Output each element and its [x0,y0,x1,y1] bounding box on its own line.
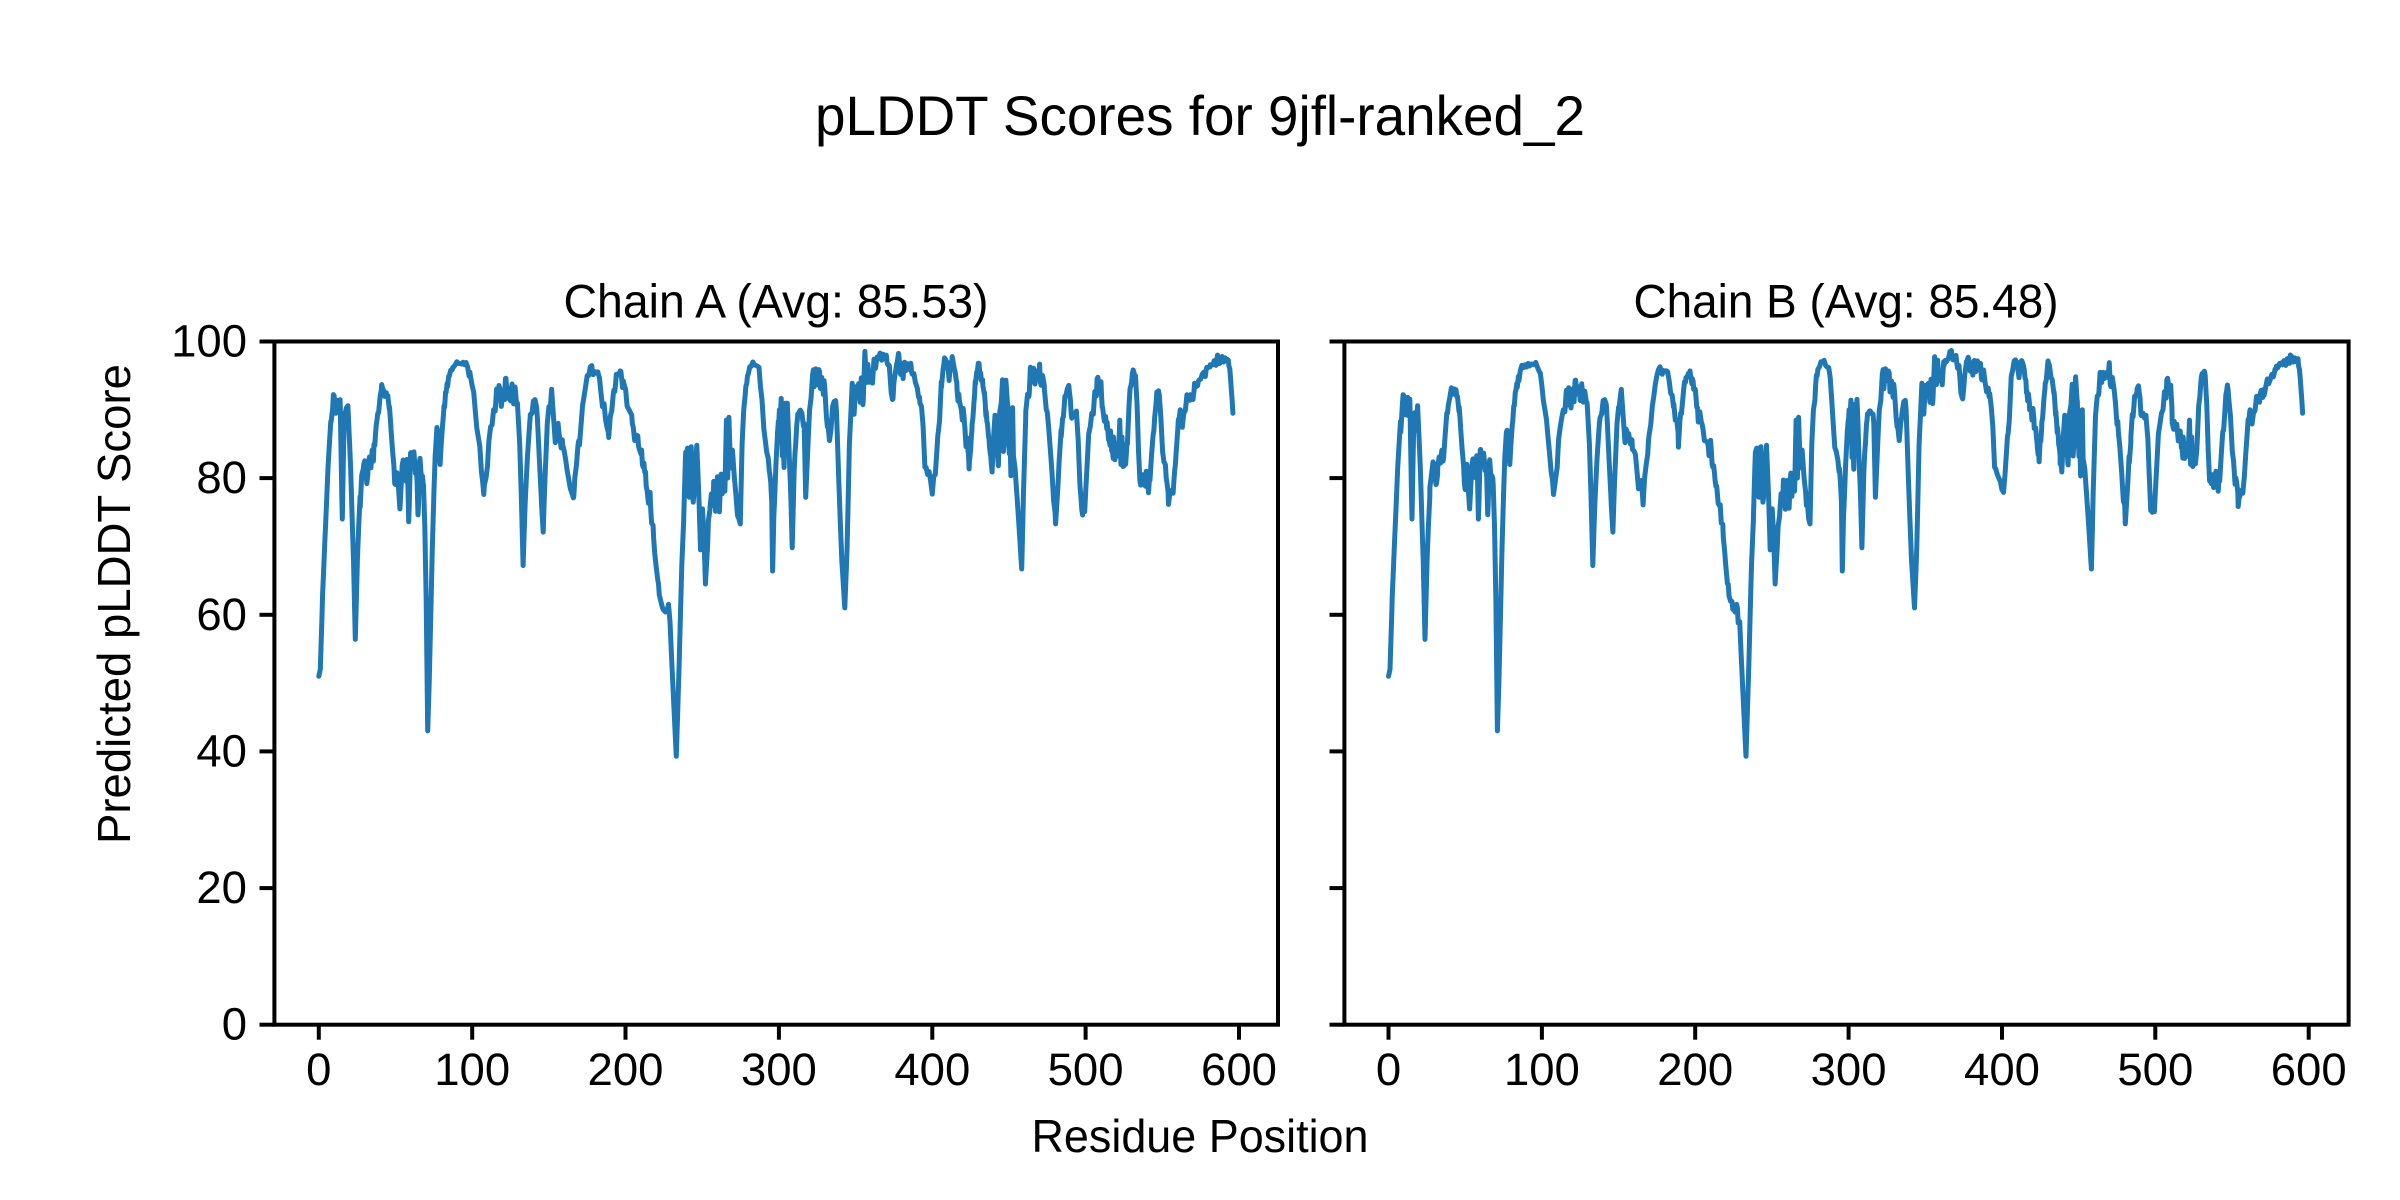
svg-text:500: 500 [1048,1044,1124,1095]
svg-text:60: 60 [196,589,247,640]
svg-text:Predicted pLDDT Score: Predicted pLDDT Score [88,364,140,844]
svg-text:80: 80 [196,452,247,503]
svg-text:400: 400 [1964,1044,2040,1095]
svg-text:400: 400 [894,1044,970,1095]
svg-text:0: 0 [1376,1044,1401,1095]
svg-text:200: 200 [1657,1044,1733,1095]
svg-text:20: 20 [196,862,247,913]
svg-text:600: 600 [2271,1044,2347,1095]
svg-text:Chain B (Avg: 85.48): Chain B (Avg: 85.48) [1634,275,2059,328]
svg-text:40: 40 [196,725,247,776]
svg-text:Chain A (Avg: 85.53): Chain A (Avg: 85.53) [564,275,989,328]
svg-text:100: 100 [171,316,247,367]
svg-text:300: 300 [741,1044,817,1095]
svg-text:pLDDT Scores for 9jfl-ranked_2: pLDDT Scores for 9jfl-ranked_2 [815,84,1585,147]
svg-text:300: 300 [1811,1044,1887,1095]
svg-text:600: 600 [1201,1044,1277,1095]
svg-text:Residue Position: Residue Position [1032,1110,1369,1162]
svg-text:0: 0 [222,999,247,1050]
svg-text:0: 0 [306,1044,331,1095]
svg-text:500: 500 [2117,1044,2193,1095]
svg-text:100: 100 [434,1044,510,1095]
svg-text:200: 200 [588,1044,664,1095]
svg-text:100: 100 [1504,1044,1580,1095]
